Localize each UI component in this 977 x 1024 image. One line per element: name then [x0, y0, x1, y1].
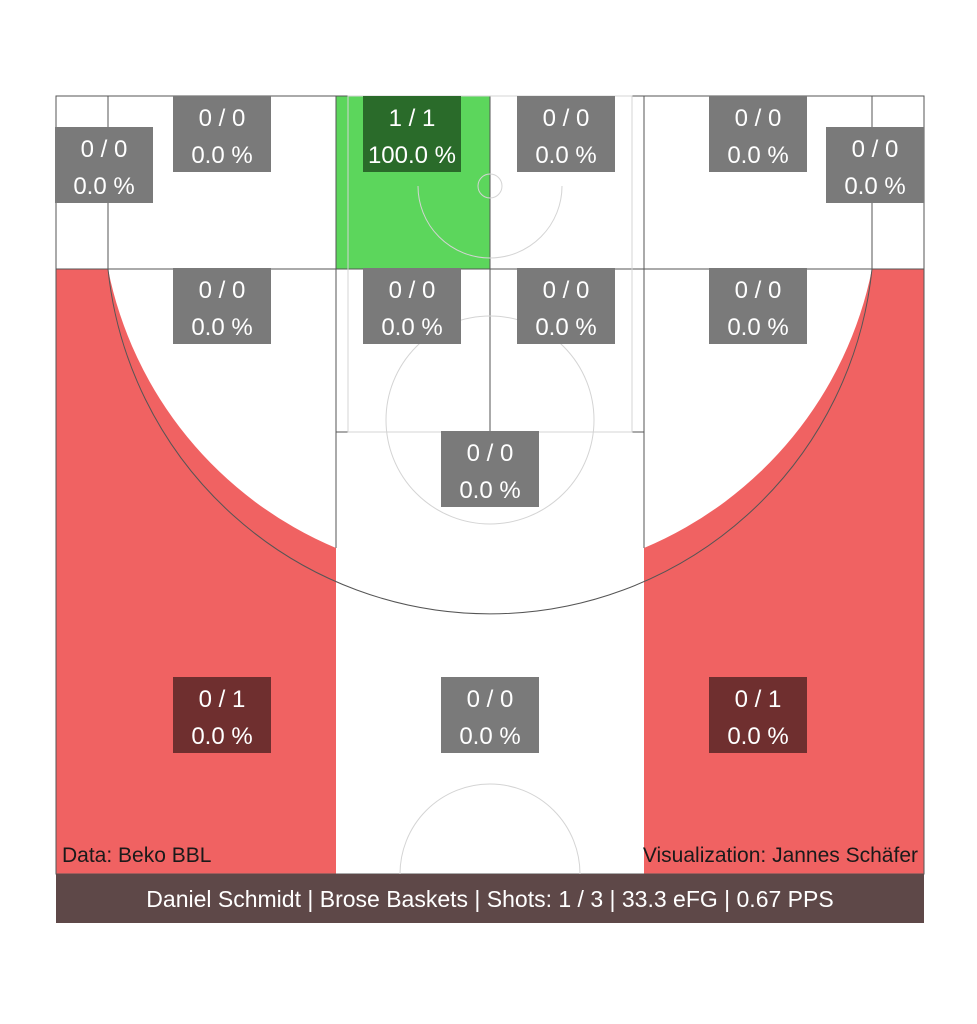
- zone-made-attempts: 0 / 0: [389, 277, 436, 304]
- visualization-credit: Visualization: Jannes Schäfer: [643, 844, 918, 867]
- zone-label-paint-left-far: 0 / 0 0.0 %: [363, 268, 461, 344]
- zone-label-box: [55, 127, 153, 203]
- player-summary: Daniel Schmidt | Brose Baskets | Shots: …: [146, 886, 833, 912]
- center-circle: [399, 783, 581, 875]
- restricted-area: [417, 185, 563, 259]
- zone-label-three-left: 0 / 1 0.0 %: [173, 677, 271, 753]
- zone-label-box: [709, 268, 807, 344]
- zone-label-box: [826, 127, 924, 203]
- zone-percentage: 0.0 %: [381, 314, 442, 341]
- zone-label-paint-left-near: 1 / 1 100.0 %: [363, 96, 461, 172]
- zone-percentage: 0.0 %: [727, 314, 788, 341]
- zone-percentage: 0.0 %: [191, 314, 252, 341]
- zone-label-midrange-left: 0 / 0 0.0 %: [173, 268, 271, 344]
- zone-label-paint-right-near: 0 / 0 0.0 %: [517, 96, 615, 172]
- zone-percentage: 100.0 %: [368, 142, 456, 169]
- zone-made-attempts: 0 / 0: [543, 277, 590, 304]
- zone-label-box: [173, 677, 271, 753]
- zone-label-box: [517, 268, 615, 344]
- zone-made-attempts: 0 / 0: [199, 105, 246, 132]
- zone-label-box: [173, 96, 271, 172]
- zone-percentage: 0.0 %: [73, 173, 134, 200]
- zone-percentage: 0.0 %: [459, 723, 520, 750]
- zone-percentage: 0.0 %: [191, 142, 252, 169]
- zone-label-three-top: 0 / 0 0.0 %: [441, 677, 539, 753]
- zone-made-attempts: 0 / 1: [199, 686, 246, 713]
- zone-label-midrange-top: 0 / 0 0.0 %: [441, 431, 539, 507]
- zone-percentage: 0.0 %: [535, 314, 596, 341]
- zone-made-attempts: 1 / 1: [389, 105, 436, 132]
- zone-made-attempts: 0 / 0: [467, 440, 514, 467]
- footer-bar: [56, 874, 924, 923]
- zone-percentage: 0.0 %: [727, 142, 788, 169]
- zone-label-corner-left-3: 0 / 0 0.0 %: [55, 127, 153, 203]
- zone-label-box: [441, 431, 539, 507]
- zone-label-wing-left-3: 0 / 0 0.0 %: [173, 96, 271, 172]
- zone-percentage: 0.0 %: [535, 142, 596, 169]
- zone-label-midrange-right: 0 / 0 0.0 %: [709, 268, 807, 344]
- three-point-arc: [107, 268, 873, 615]
- zone-label-box: [173, 268, 271, 344]
- free-throw-circle: [385, 315, 595, 525]
- zone-label-box: [441, 677, 539, 753]
- zone-label-paint-right-far: 0 / 0 0.0 %: [517, 268, 615, 344]
- zone-label-box: [363, 268, 461, 344]
- rim: [477, 173, 503, 199]
- zone-percentage: 0.0 %: [459, 477, 520, 504]
- zone-label-wing-right-3: 0 / 0 0.0 %: [709, 96, 807, 172]
- zone-made-attempts: 0 / 0: [81, 136, 128, 163]
- zone-fill-three-left: [56, 269, 336, 874]
- zone-label-three-right: 0 / 1 0.0 %: [709, 677, 807, 753]
- zone-made-attempts: 0 / 0: [735, 277, 782, 304]
- zone-label-box: [709, 96, 807, 172]
- zone-label-box: [363, 96, 461, 172]
- data-source-credit: Data: Beko BBL: [62, 844, 211, 867]
- zone-percentage: 0.0 %: [844, 173, 905, 200]
- zone-made-attempts: 0 / 1: [735, 686, 782, 713]
- zone-label-corner-right-3: 0 / 0 0.0 %: [826, 127, 924, 203]
- zone-fill-three-right: [644, 269, 924, 874]
- zone-made-attempts: 0 / 0: [467, 686, 514, 713]
- zone-made-attempts: 0 / 0: [735, 105, 782, 132]
- zone-made-attempts: 0 / 0: [543, 105, 590, 132]
- zone-label-box: [517, 96, 615, 172]
- zone-percentage: 0.0 %: [191, 723, 252, 750]
- zone-percentage: 0.0 %: [727, 723, 788, 750]
- zone-label-box: [709, 677, 807, 753]
- zone-made-attempts: 0 / 0: [199, 277, 246, 304]
- zone-made-attempts: 0 / 0: [852, 136, 899, 163]
